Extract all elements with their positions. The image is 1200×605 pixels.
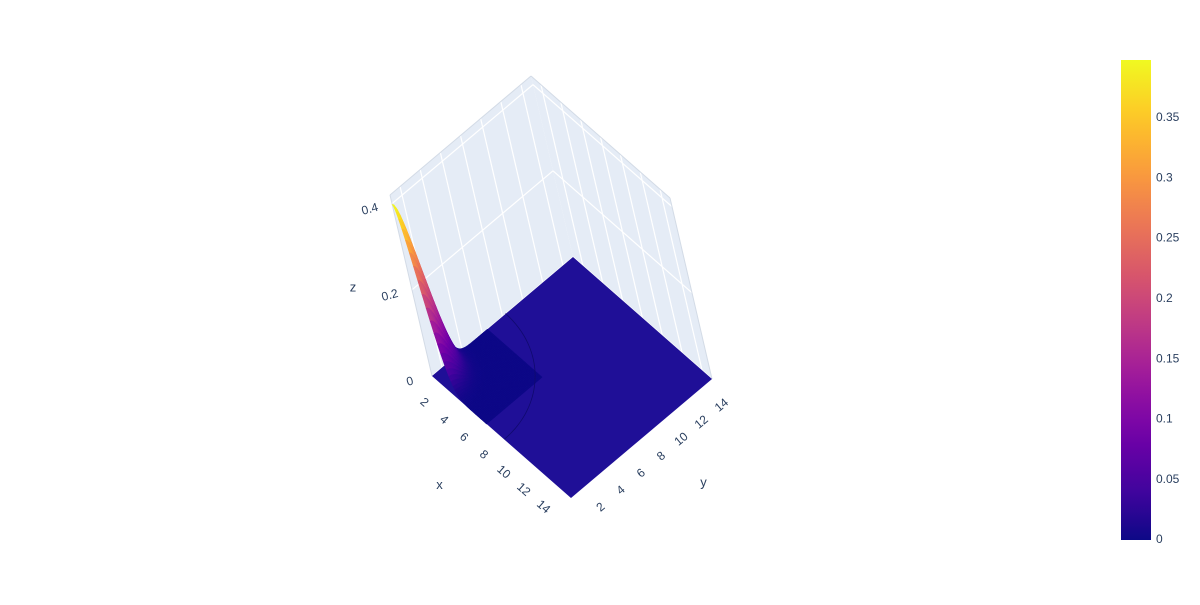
x-tick-label: 4 xyxy=(437,412,451,427)
frame-edge xyxy=(389,194,433,377)
surface-floor xyxy=(432,257,712,498)
colorbar-tick-label: 0.25 xyxy=(1156,231,1180,245)
grid-x0-y xyxy=(419,169,463,351)
frame-edge xyxy=(389,75,532,196)
frame-edge xyxy=(669,197,713,380)
colorbar-gradient xyxy=(1121,60,1151,540)
grid-x0-y xyxy=(459,135,504,317)
grid-y1-x xyxy=(540,84,584,266)
frame-edge xyxy=(530,75,671,199)
y-tick-label: 12 xyxy=(692,412,711,432)
x-tick-label: 10 xyxy=(494,462,514,482)
y-tick-label: 10 xyxy=(671,429,690,449)
colorbar: 0 0.05 0.1 0.15 0.2 0.25 0.3 0.35 xyxy=(1121,60,1180,546)
x-tick-label: 14 xyxy=(534,497,554,517)
grid-y1-x xyxy=(560,102,604,284)
colorbar-tick-label: 0.15 xyxy=(1156,351,1180,365)
colorbar-tick-label: 0.05 xyxy=(1156,472,1180,486)
grid-y1-z xyxy=(552,170,693,294)
y-tick-label: 4 xyxy=(614,482,628,497)
x-tick-label: 2 xyxy=(417,395,431,410)
x-axis-title: x xyxy=(436,477,443,492)
surface-mesh xyxy=(391,204,712,498)
colorbar-tick-label: 0.1 xyxy=(1156,412,1173,426)
z-tick-label: 0.4 xyxy=(360,200,380,218)
z-axis-title: z xyxy=(350,280,357,295)
surface-cell xyxy=(484,421,489,425)
grid-x0-z xyxy=(391,84,534,205)
grid-y1-x xyxy=(619,154,663,336)
grid-x0-y xyxy=(480,118,524,300)
grid-y1-x xyxy=(639,171,683,353)
grid-x0-y xyxy=(439,152,483,334)
grid-x0-y xyxy=(500,101,544,283)
y-tick-label: 8 xyxy=(654,448,668,463)
floor-contour xyxy=(504,313,536,440)
colorbar-tick-label: 0.3 xyxy=(1156,170,1173,184)
axis-titles: x y z xyxy=(350,280,708,493)
y-tick-label: 2 xyxy=(593,499,607,514)
grid-y1-z xyxy=(532,84,673,208)
colorbar-tick-label: 0.35 xyxy=(1156,110,1180,124)
grid-y1-x xyxy=(659,189,703,371)
y-axis-title: y xyxy=(700,475,707,490)
colorbar-tick-label: 0 xyxy=(1156,532,1163,546)
grid-y1-x xyxy=(599,136,644,319)
y-tick-label: 6 xyxy=(634,465,648,480)
grid-y1-x xyxy=(580,119,624,301)
y-tick-label: 14 xyxy=(712,395,731,415)
z-tick-label: 0.2 xyxy=(380,286,400,304)
colorbar-tick-label: 0.2 xyxy=(1156,291,1173,305)
grid-x0-y xyxy=(520,84,564,266)
x-tick-label: 12 xyxy=(514,480,534,500)
grid-x0-z xyxy=(411,170,554,291)
x-tick-label: 6 xyxy=(457,429,471,444)
z-tick-label: 0 xyxy=(405,373,415,388)
x-tick-label: 8 xyxy=(477,447,491,462)
